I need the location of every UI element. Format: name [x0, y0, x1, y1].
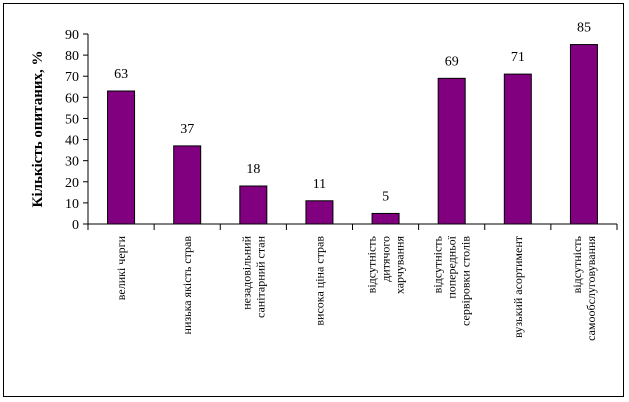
bar-chart: Кількість опитаних, % 0 10 20 30 40 50 60 70 80 9… — [30, 21, 618, 341]
category-label-line: попередньої — [445, 235, 459, 298]
category-label: висока ціна страв — [312, 236, 326, 326]
category-label-line: відсутність — [570, 235, 584, 293]
data-label: 18 — [246, 162, 260, 177]
bar — [107, 90, 136, 225]
category-label-line: сервіровки столів — [459, 236, 473, 326]
y-tick-label: 0 — [72, 218, 79, 233]
category-label: відсутність дитячого харчування — [365, 235, 407, 294]
category-label-line: відсутність — [431, 235, 445, 293]
category-label-line: незадовільний — [239, 235, 253, 309]
category-label: відсутність самообслуговування — [570, 235, 598, 340]
category-label-line: великі черги — [114, 235, 128, 300]
data-label: 85 — [577, 21, 591, 36]
y-tick-label: 60 — [65, 91, 79, 106]
category-label: відсутність попередньої сервіровки столів — [431, 235, 473, 326]
category-label-line: самообслуговування — [584, 236, 598, 341]
data-label: 11 — [313, 177, 326, 192]
data-label: 69 — [445, 54, 459, 69]
category-label: великі черги — [114, 235, 128, 300]
bar — [239, 185, 268, 225]
chart-frame: Кількість опитаних, % 0 10 20 30 40 50 60 70 80 9… — [3, 3, 624, 397]
category-label: вузький асортимент — [511, 235, 525, 338]
y-tick-label: 10 — [65, 197, 79, 212]
data-label: 71 — [511, 50, 525, 65]
category-label-line: дитячого — [379, 236, 393, 282]
category-label-line: відсутність — [365, 235, 379, 293]
y-tick-label: 50 — [65, 112, 79, 127]
category-label: незадовільний санітарний стан — [239, 235, 267, 318]
y-tick-label: 80 — [65, 49, 79, 64]
bar — [503, 73, 532, 225]
data-label: 5 — [382, 189, 389, 204]
bar — [569, 44, 598, 225]
data-label: 63 — [114, 67, 128, 82]
bar — [173, 145, 202, 225]
bar — [305, 200, 334, 225]
category-label-line: вузький асортимент — [511, 235, 525, 338]
category-label-line: харчування — [393, 236, 407, 295]
bar — [437, 77, 466, 225]
y-axis-title: Кількість опитаних, % — [30, 50, 46, 207]
y-tick-label: 20 — [65, 176, 79, 191]
category-label-line: низька якість страв — [180, 236, 194, 335]
y-tick-label: 40 — [65, 134, 79, 149]
y-tick-label: 70 — [65, 70, 79, 85]
bar — [371, 212, 400, 225]
category-label-line: висока ціна страв — [312, 236, 326, 326]
y-tick-label: 90 — [65, 28, 79, 43]
category-label: низька якість страв — [180, 236, 194, 335]
data-label: 37 — [180, 122, 194, 137]
y-tick-label: 30 — [65, 155, 79, 170]
category-label-line: санітарний стан — [253, 235, 267, 318]
